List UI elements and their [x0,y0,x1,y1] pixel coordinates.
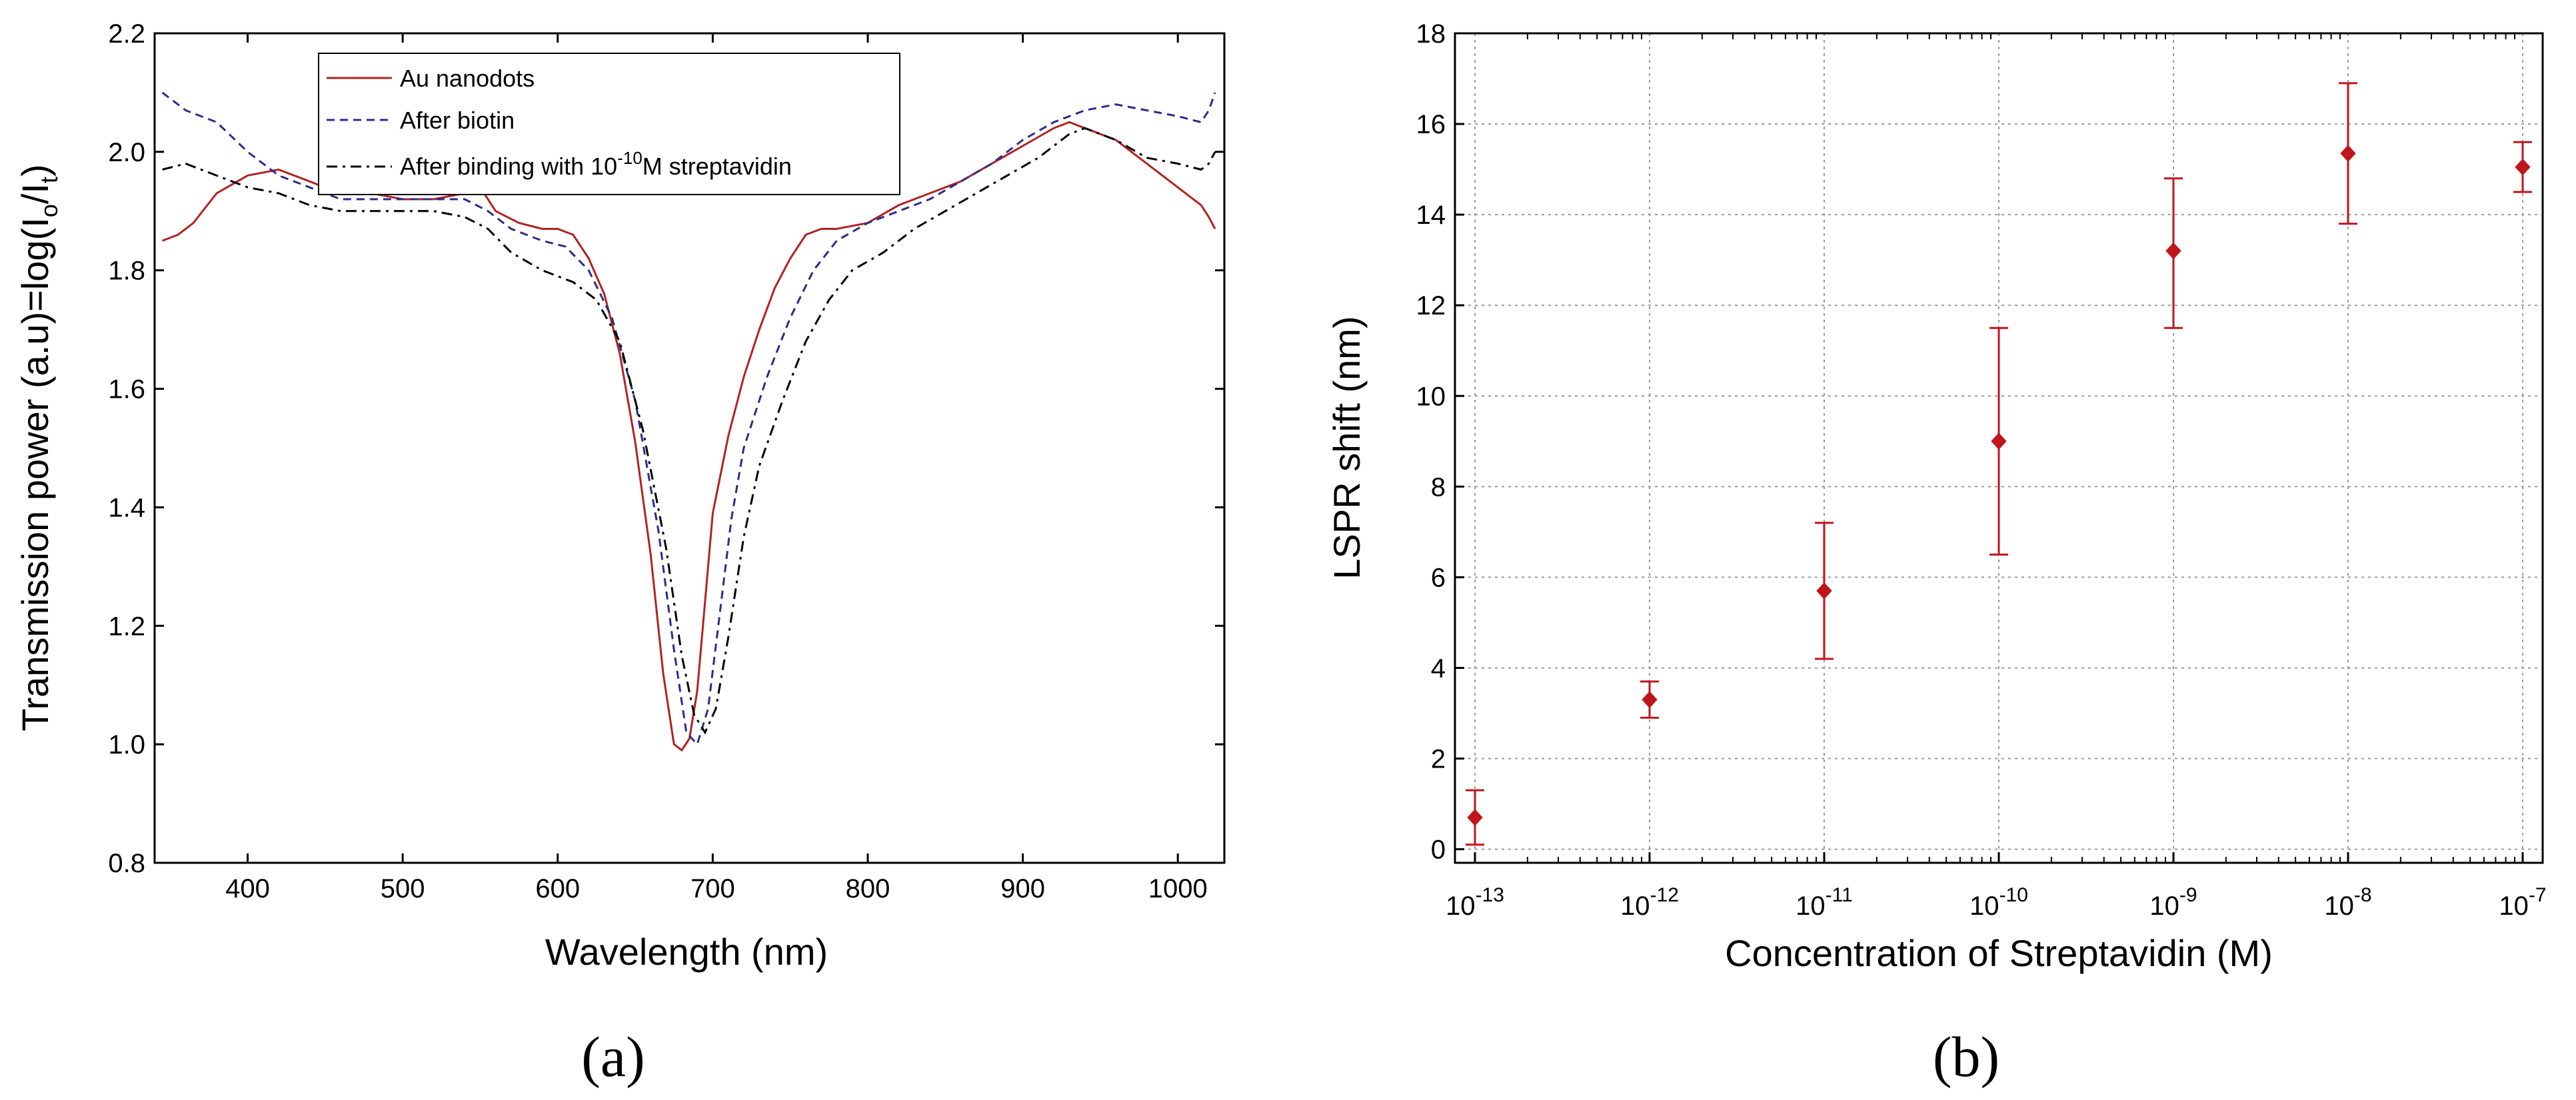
panel-a-y-tick-label: 2.0 [108,138,145,167]
panel-b-y-axis-label: LSPR shift (nm) [1326,316,1368,579]
panel-a-y-tick-label: 2.2 [108,19,145,49]
panel-b-y-tick-label: 16 [1416,110,1446,139]
panel-b-y-tick-label: 6 [1431,563,1446,592]
panel-a-x-tick-label: 400 [225,874,270,903]
legend-label-after-biotin: After biotin [400,107,515,134]
panel-b-marker [2515,158,2531,176]
panel-a-y-tick-label: 1.8 [108,257,145,286]
panel-b-y-tick-label: 14 [1416,201,1446,230]
panel-b-x-tick-label: 10-10 [1969,884,2028,921]
panel-b-data-point-2 [1815,522,1834,660]
panel-a-y-tick-label: 1.0 [108,730,145,760]
panel-b-y-tick-label: 10 [1416,382,1446,411]
panel-b-x-tick-label: 10-9 [2149,884,2197,921]
panel-a-series-line-2 [162,127,1216,735]
panel-b-x-tick-label: 10-7 [2499,884,2546,921]
panel-a-x-tick-label: 800 [846,874,890,903]
panel-b-y-tick-label: 2 [1431,745,1446,774]
panel-b-data-point-4 [2164,177,2183,329]
panel-b-y-tick-label: 8 [1431,472,1446,502]
panel-a-label: (a) [581,1025,644,1089]
panel-b-y-tick-label: 12 [1416,291,1446,320]
panel-b-x-tick-label: 10-8 [2324,884,2371,921]
panel-b-x-axis-label: Concentration of Streptavidin (M) [1725,932,2273,974]
panel-b-data-point-3 [1989,326,2008,556]
panel-b-data-point-5 [2339,82,2357,225]
legend-label-au-nanodots: Au nanodots [400,65,535,92]
legend-label-streptavidin: After binding with 10-10M streptavidin [400,148,792,180]
panel-a-x-tick-label: 600 [535,874,580,903]
panel-b-x-tick-label: 10-13 [1446,884,1504,921]
panel-b-marker [1642,691,1658,708]
panel-a-y-tick-label: 1.6 [108,375,145,404]
panel-a-x-tick-label: 500 [381,874,425,903]
panel-a-x-tick-label: 1000 [1148,874,1208,903]
panel-b-marker [1467,809,1483,826]
panel-a-legend: Au nanodots After biotin After binding w… [318,53,900,195]
panel-b-data-point-0 [1466,789,1484,846]
panel-b-data-point-1 [1640,680,1659,719]
panel-b-marker [1816,582,1832,600]
panel-a-x-tick-label: 900 [1000,874,1045,903]
panel-a-series-line-1 [161,91,1216,747]
panel-a-series-line-0 [162,121,1216,752]
panel-a-y-tick-label: 0.8 [108,849,145,878]
panel-b-data-point-6 [2513,141,2532,193]
panel-b-marker [2340,145,2356,163]
panel-b-y-tick-label: 0 [1431,835,1446,865]
panel-a-y-tick-label: 1.2 [108,612,145,641]
panel-b-marker [2165,242,2181,260]
panel-b: 0 2 4 6 8 10 12 14 16 18 10-13 10-12 10-11 10-10 10-9… [1326,19,2547,1089]
panel-b-label: (b) [1933,1025,1999,1089]
panel-a-x-tick-label: 700 [690,874,735,903]
panel-b-y-tick-label: 4 [1431,654,1446,683]
legend-box [318,53,900,195]
panel-a-y-axis-label: Transmission power (a.u)=log(Io/It) [14,164,63,731]
panel-b-marker [1991,432,2007,450]
panel-b-y-tick-label: 18 [1416,19,1446,49]
panel-a-x-axis-label: Wavelength (nm) [545,931,828,973]
panel-b-x-tick-label: 10-11 [1796,884,1853,921]
panel-b-x-tick-label: 10-12 [1620,884,1679,921]
panel-a-y-tick-label: 1.4 [108,493,145,522]
panel-a: 0.8 1.0 1.2 1.4 1.6 1.8 2.0 2.2 400 500 600 700 800… [14,19,1226,1089]
